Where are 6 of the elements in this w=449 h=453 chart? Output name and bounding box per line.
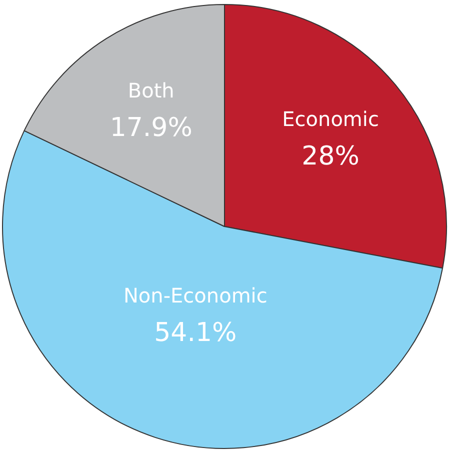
slice-label: Non-Economic <box>123 283 268 308</box>
data-label: 17.9% <box>110 112 192 143</box>
slice-label: Both <box>128 78 174 102</box>
slice-label: Economic <box>282 106 379 131</box>
data-label: 28% <box>302 142 360 172</box>
data-label: 54.1% <box>154 318 237 348</box>
